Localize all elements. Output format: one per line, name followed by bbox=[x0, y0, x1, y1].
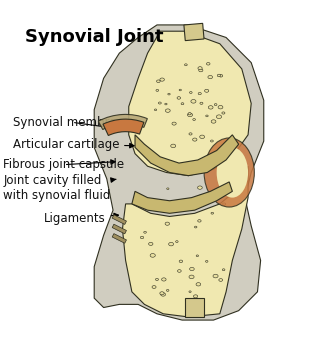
Ellipse shape bbox=[206, 115, 208, 117]
Text: Articular cartilage: Articular cartilage bbox=[13, 138, 134, 151]
Ellipse shape bbox=[198, 220, 201, 222]
Ellipse shape bbox=[198, 92, 201, 95]
Ellipse shape bbox=[222, 269, 225, 271]
Ellipse shape bbox=[189, 275, 194, 279]
Ellipse shape bbox=[218, 106, 223, 109]
Ellipse shape bbox=[198, 186, 202, 189]
Ellipse shape bbox=[199, 195, 203, 198]
Ellipse shape bbox=[150, 254, 155, 257]
Ellipse shape bbox=[191, 99, 196, 103]
Ellipse shape bbox=[189, 291, 191, 293]
Ellipse shape bbox=[168, 206, 173, 210]
Ellipse shape bbox=[171, 144, 176, 148]
Ellipse shape bbox=[140, 236, 144, 239]
Ellipse shape bbox=[169, 243, 174, 246]
Ellipse shape bbox=[213, 274, 218, 278]
Polygon shape bbox=[122, 166, 248, 317]
Ellipse shape bbox=[223, 203, 226, 205]
Ellipse shape bbox=[177, 97, 181, 99]
Ellipse shape bbox=[166, 289, 169, 291]
Ellipse shape bbox=[162, 278, 166, 281]
Ellipse shape bbox=[165, 103, 167, 105]
Ellipse shape bbox=[177, 270, 181, 272]
Ellipse shape bbox=[186, 206, 188, 208]
Ellipse shape bbox=[211, 120, 216, 123]
Ellipse shape bbox=[214, 104, 217, 106]
Ellipse shape bbox=[181, 103, 184, 105]
Ellipse shape bbox=[193, 295, 198, 298]
Ellipse shape bbox=[205, 89, 209, 92]
Ellipse shape bbox=[208, 106, 213, 109]
Text: Joint cavity filled
with synovial fluid: Joint cavity filled with synovial fluid bbox=[3, 174, 116, 202]
Ellipse shape bbox=[190, 267, 194, 270]
Wedge shape bbox=[98, 115, 147, 129]
Polygon shape bbox=[132, 182, 232, 213]
Ellipse shape bbox=[149, 242, 153, 245]
Ellipse shape bbox=[168, 93, 170, 95]
FancyArrow shape bbox=[112, 224, 127, 234]
Ellipse shape bbox=[172, 122, 176, 125]
Ellipse shape bbox=[217, 147, 248, 198]
Bar bbox=[185, 298, 204, 317]
Ellipse shape bbox=[198, 67, 202, 70]
Polygon shape bbox=[135, 135, 239, 176]
Ellipse shape bbox=[222, 112, 225, 114]
Ellipse shape bbox=[188, 112, 191, 115]
Ellipse shape bbox=[165, 222, 170, 225]
Ellipse shape bbox=[219, 75, 223, 77]
Ellipse shape bbox=[216, 115, 222, 119]
Ellipse shape bbox=[165, 109, 170, 112]
Ellipse shape bbox=[156, 89, 159, 91]
Ellipse shape bbox=[219, 279, 223, 282]
Polygon shape bbox=[129, 31, 251, 176]
Ellipse shape bbox=[206, 62, 210, 65]
Ellipse shape bbox=[179, 89, 181, 91]
Ellipse shape bbox=[211, 212, 214, 214]
Ellipse shape bbox=[199, 69, 203, 72]
Ellipse shape bbox=[193, 119, 195, 120]
Ellipse shape bbox=[217, 74, 221, 77]
Ellipse shape bbox=[204, 195, 208, 198]
Ellipse shape bbox=[210, 140, 213, 142]
Ellipse shape bbox=[200, 102, 203, 104]
Ellipse shape bbox=[196, 255, 198, 257]
Ellipse shape bbox=[155, 278, 159, 280]
Ellipse shape bbox=[154, 109, 157, 111]
Text: Synovial Joint: Synovial Joint bbox=[25, 28, 164, 46]
Ellipse shape bbox=[189, 91, 192, 93]
FancyArrow shape bbox=[112, 215, 127, 225]
Ellipse shape bbox=[158, 102, 161, 104]
Ellipse shape bbox=[161, 293, 165, 296]
Ellipse shape bbox=[152, 286, 156, 288]
Ellipse shape bbox=[205, 260, 208, 262]
Polygon shape bbox=[94, 25, 264, 320]
Text: Fibrous joint capsule: Fibrous joint capsule bbox=[3, 158, 124, 171]
Text: Ligaments: Ligaments bbox=[44, 211, 118, 225]
Ellipse shape bbox=[208, 76, 213, 79]
Ellipse shape bbox=[144, 231, 146, 233]
Ellipse shape bbox=[194, 226, 197, 228]
Ellipse shape bbox=[204, 138, 254, 207]
Ellipse shape bbox=[157, 80, 160, 82]
Ellipse shape bbox=[160, 292, 164, 295]
FancyArrow shape bbox=[112, 234, 127, 243]
Ellipse shape bbox=[179, 260, 183, 263]
Ellipse shape bbox=[160, 78, 164, 81]
Ellipse shape bbox=[185, 64, 187, 66]
Ellipse shape bbox=[192, 138, 197, 141]
Ellipse shape bbox=[200, 135, 204, 139]
Ellipse shape bbox=[189, 133, 192, 135]
Ellipse shape bbox=[187, 113, 192, 117]
Text: Synovial membrane: Synovial membrane bbox=[13, 116, 131, 131]
Ellipse shape bbox=[196, 283, 201, 286]
Ellipse shape bbox=[176, 241, 178, 243]
Wedge shape bbox=[103, 119, 144, 136]
Bar bbox=[184, 23, 204, 41]
Ellipse shape bbox=[167, 188, 169, 189]
